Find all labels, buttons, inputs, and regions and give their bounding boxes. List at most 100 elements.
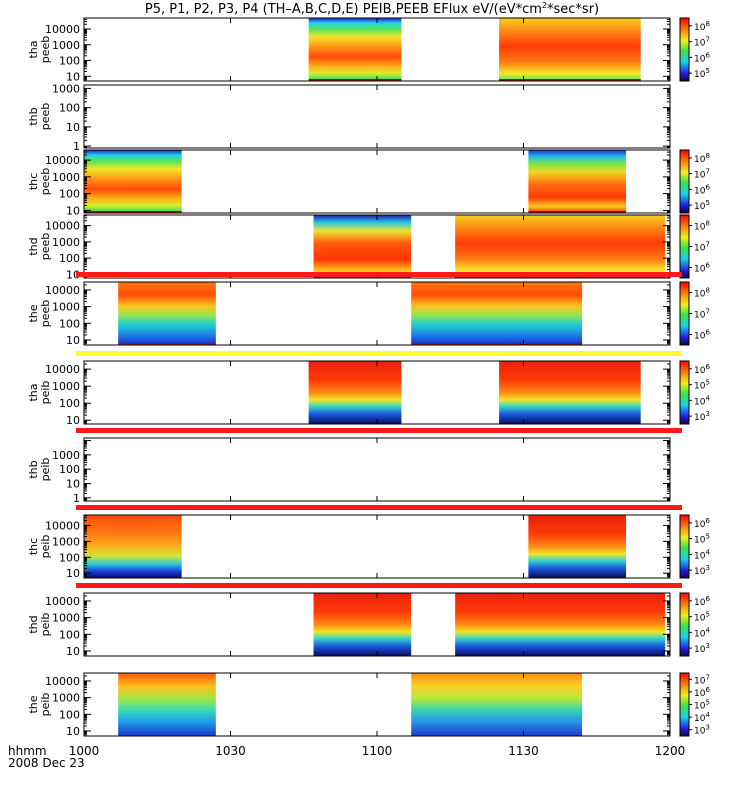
colorbar-label: 105 [694,611,710,624]
y-tick-label: 10000 [45,363,80,376]
y-tick-label: 100 [59,397,80,410]
y-tick-label: 1000 [52,82,80,95]
y-tick-label: 10 [66,477,80,490]
panel-thd-peeb: 10 100 1000 10000 thd peeb 106 107 108 [27,214,710,281]
panel-label-probe: tha [27,383,40,401]
panel-label-product: peib [39,535,52,559]
colorbar-label: 106 [694,517,710,530]
panel-label-probe: thd [27,237,40,255]
spectrogram-segment [528,150,627,213]
panel-label-probe: thd [27,615,40,633]
colorbar-label: 103 [694,642,710,655]
colorbar-label: 108 [694,220,710,233]
y-tick-label: 10000 [45,154,80,167]
colorbar-label: 105 [694,699,710,712]
y-tick-label: 1000 [52,171,80,184]
colorbar-label: 107 [694,241,710,254]
spectrogram-segment [455,593,666,656]
y-tick-label: 1000 [52,301,80,314]
y-tick-label: 10000 [45,595,80,608]
colorbar [679,672,690,737]
panel-the-peeb: 10 100 1000 10000 the peeb 106 107 108 [27,272,710,347]
status-bar [76,428,682,433]
y-tick-label: 100 [59,252,80,265]
spectrogram-segment [499,18,641,81]
y-tick-label: 100 [59,628,80,641]
spectrogram-segment [308,18,402,81]
y-tick-label: 100 [59,55,80,68]
panel-label-probe: the [27,695,40,713]
y-tick-label: 10000 [45,23,80,36]
segment-baseline [84,211,182,213]
panel-thc-peib: 10 100 1000 10000 thc peib 103 104 105 106 [27,505,710,580]
colorbar-label: 107 [694,673,710,686]
panel-label-probe: the [27,304,40,322]
colorbar-label: 106 [694,686,710,699]
colorbar-label: 107 [694,36,710,49]
x-tick-label: 1000 [69,744,100,758]
y-tick-label: 1000 [52,380,80,393]
colorbar-label: 104 [694,711,710,724]
colorbar [679,17,690,82]
colorbar [679,592,690,657]
colorbar-label: 104 [694,548,710,561]
spectrogram-segment [455,215,666,278]
panel-frame [83,437,671,502]
colorbar-label: 105 [694,379,710,392]
x-label-hhmm: hhmm [8,744,47,758]
spectrogram-segment [499,361,641,424]
panel-tha-peeb: 10 100 1000 10000 tha peeb 105 106 107 108 [27,17,710,83]
status-bar [76,505,682,510]
y-tick-label: 100 [59,102,80,115]
colorbar-label: 104 [694,394,710,407]
y-tick-label: 10000 [45,220,80,233]
panel-label-product: peeb [39,103,52,131]
y-tick-label: 100 [59,463,80,476]
colorbar [679,514,690,579]
y-tick-label: 10000 [45,519,80,532]
spectrogram-segment [84,150,182,213]
y-tick-label: 10 [66,645,80,658]
segment-baseline [528,211,627,213]
y-tick-label: 10 [66,334,80,347]
spectrogram-segment [118,673,216,736]
y-tick-label: 1000 [52,692,80,705]
segment-baseline [411,343,583,345]
y-tick-label: 10000 [45,284,80,297]
panel-label-probe: tha [27,40,40,58]
colorbar-label: 107 [694,308,710,321]
colorbar-label: 108 [694,20,710,33]
panel-label-probe: thb [27,107,40,125]
x-tick-label: 1200 [655,744,686,758]
panel-thb-peeb: 1 10 100 1000 thb peeb [27,82,671,153]
y-tick-label: 10 [66,70,80,83]
panel-label-product: peeb [39,233,52,261]
spectrogram-segment [308,361,402,424]
y-tick-label: 10 [66,567,80,580]
y-tick-label: 1000 [52,612,80,625]
colorbar-label: 106 [694,51,710,64]
y-tick-label: 100 [59,708,80,721]
panel-label-probe: thb [27,460,40,478]
panel-label-product: peib [39,458,52,482]
x-tick-label: 1130 [508,744,539,758]
panel-label-product: peib [39,693,52,717]
y-tick-label: 1 [73,492,80,505]
status-bar [76,583,682,588]
panel-label-probe: thc [27,538,40,555]
y-tick-label: 1000 [52,39,80,52]
colorbar-label: 108 [694,287,710,300]
colorbar [679,149,690,214]
spectrogram-segment [313,215,412,278]
panel-label-product: peeb [39,300,52,328]
y-tick-label: 10 [66,204,80,217]
segment-baseline [308,79,402,81]
spectrogram-segment [411,673,583,736]
y-tick-label: 100 [59,317,80,330]
colorbar-label: 104 [694,626,710,639]
panel-label-product: peib [39,613,52,637]
spectrogram-segment [411,282,583,345]
chart-title: P5, P1, P2, P3, P4 (TH–A,B,C,D,E) PEIB,P… [145,1,599,17]
